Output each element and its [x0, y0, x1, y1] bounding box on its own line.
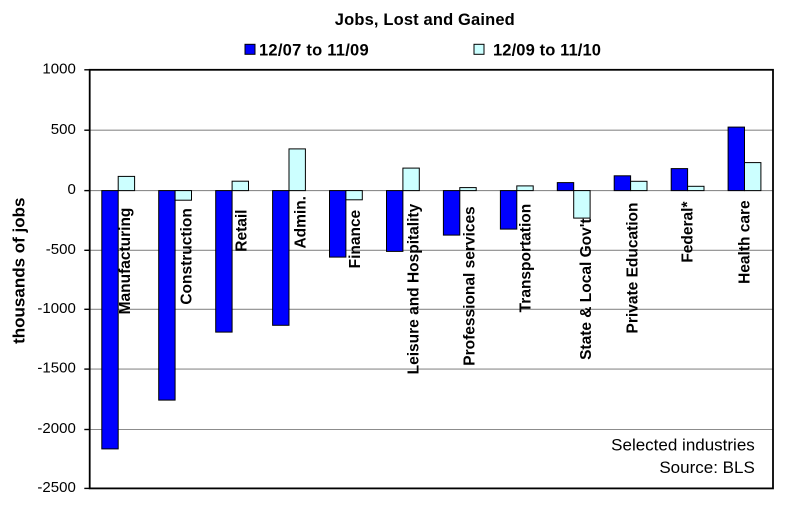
svg-text:thousands of jobs: thousands of jobs: [10, 198, 29, 344]
svg-text:Health care: Health care: [737, 200, 754, 284]
svg-text:0: 0: [67, 181, 75, 198]
svg-text:Private Education: Private Education: [624, 203, 641, 334]
svg-text:Professional services: Professional services: [462, 206, 479, 365]
svg-text:Federal*: Federal*: [680, 201, 697, 263]
svg-text:Source: BLS: Source: BLS: [659, 458, 754, 477]
svg-text:Transportation: Transportation: [518, 204, 535, 313]
svg-text:-2000: -2000: [37, 420, 75, 437]
svg-text:Construction: Construction: [178, 208, 195, 304]
svg-text:-500: -500: [46, 241, 76, 258]
svg-text:-2500: -2500: [37, 479, 75, 496]
svg-text:Jobs, Lost and Gained: Jobs, Lost and Gained: [335, 11, 515, 29]
svg-text:12/09 to 11/10: 12/09 to 11/10: [493, 41, 601, 59]
svg-text:Finance: Finance: [347, 209, 364, 268]
svg-text:State & Local Gov't: State & Local Gov't: [578, 218, 595, 360]
svg-text:-1000: -1000: [37, 300, 75, 317]
svg-text:12/07 to 11/09: 12/07 to 11/09: [259, 41, 369, 59]
svg-text:Manufacturing: Manufacturing: [117, 208, 134, 315]
svg-text:1000: 1000: [42, 60, 75, 77]
svg-text:Admin.: Admin.: [293, 196, 310, 249]
svg-text:-1500: -1500: [37, 360, 75, 377]
svg-text:Selected industries: Selected industries: [611, 435, 755, 454]
svg-text:Retail: Retail: [233, 209, 250, 251]
svg-text:Leisure and Hospitality: Leisure and Hospitality: [406, 203, 423, 374]
svg-text:500: 500: [51, 121, 76, 138]
